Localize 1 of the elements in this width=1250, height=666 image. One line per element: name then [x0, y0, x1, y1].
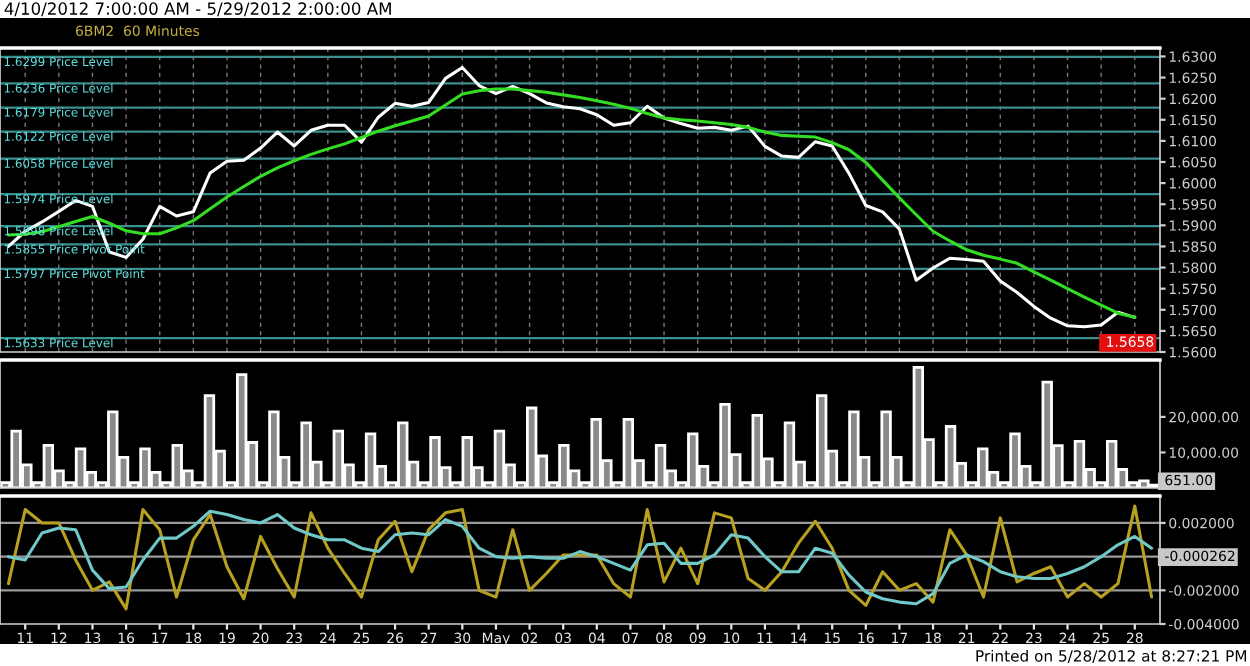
chart-title: 4/10/2012 7:00:00 AM - 5/29/2012 2:00:00 AM — [4, 2, 391, 17]
